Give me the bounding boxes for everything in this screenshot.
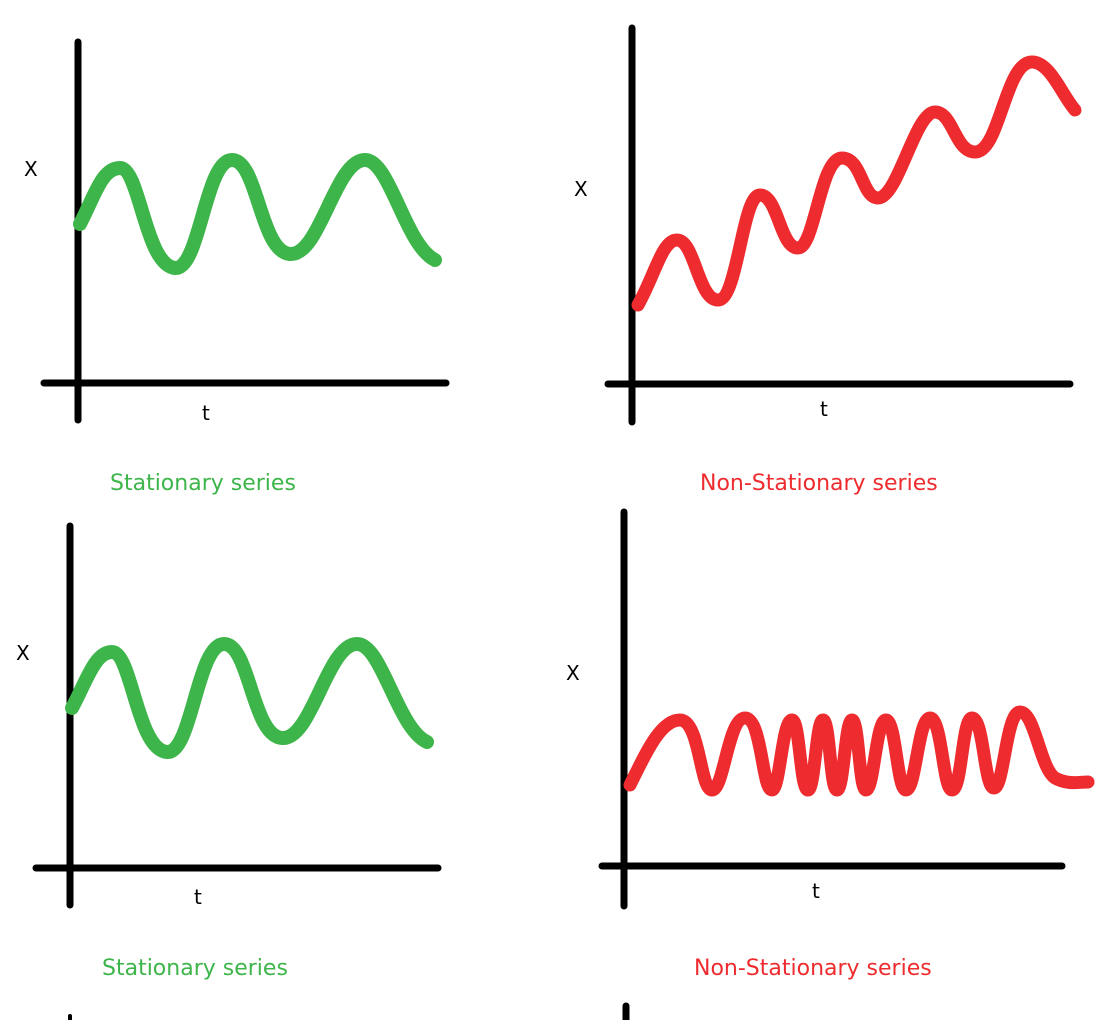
x-axis-label: t: [812, 879, 820, 903]
panel-top-left: X t Stationary series: [24, 38, 450, 496]
panel-top-right: X t Non-Stationary series: [574, 24, 1082, 496]
y-axis-label: X: [16, 641, 30, 665]
stationary-series-curve: [65, 637, 434, 759]
x-axis-label: t: [202, 401, 210, 425]
non-stationary-series-curve: [631, 55, 1082, 312]
panel-bottom-right: X t Non-Stationary series: [566, 508, 1095, 981]
y-axis-label: X: [574, 177, 588, 201]
x-axis-label: t: [820, 397, 828, 421]
panel-caption: Non-Stationary series: [694, 956, 932, 981]
y-axis-label: X: [24, 157, 38, 181]
panel-caption: Non-Stationary series: [700, 471, 938, 496]
panel-caption: Stationary series: [110, 471, 296, 496]
non-stationary-series-curve: [623, 705, 1095, 797]
y-axis-label: X: [566, 661, 580, 685]
panel-bottom-left: X t Stationary series: [16, 522, 442, 981]
panel-caption: Stationary series: [102, 956, 288, 981]
stationary-series-curve: [73, 153, 442, 275]
x-axis-label: t: [194, 885, 202, 909]
